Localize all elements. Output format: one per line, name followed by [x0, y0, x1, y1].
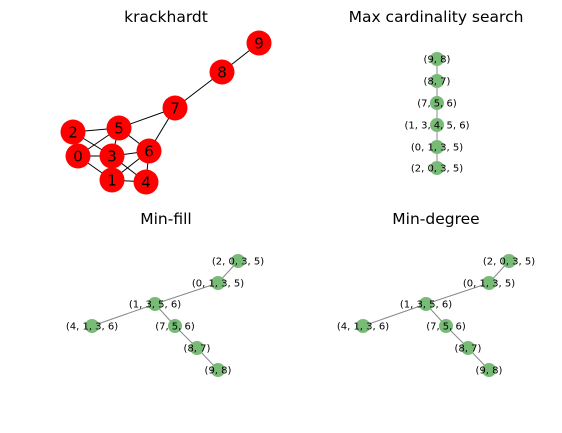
node-f [430, 161, 444, 175]
node-e [439, 319, 453, 333]
node-a [502, 254, 516, 268]
node-e [168, 319, 182, 333]
node-label: 2 [68, 124, 78, 142]
panel-title: krackhardt [124, 8, 208, 26]
node-label: (1, 3, 5, 6) [400, 300, 452, 311]
node-label: 0 [73, 148, 83, 166]
node-label: (9, 8) [205, 366, 232, 377]
node-e [430, 140, 444, 154]
node-label: 3 [107, 148, 117, 166]
node-b [211, 276, 225, 290]
node-label: (8, 7) [424, 77, 451, 88]
node-7 [162, 95, 188, 121]
node-label: (8, 7) [184, 344, 211, 355]
panel-krackhardt: krackhardt 0 1 2 3 4 5 6 7 8 9 [60, 8, 272, 195]
node-label: (0, 1, 3, 5) [463, 279, 515, 290]
node-group: (2, 0, 3, 5) (0, 1, 3, 5) (1, 3, 5, 6) (4, … [66, 254, 264, 377]
node-5 [106, 115, 132, 141]
panel-max-cardinality-search: Max cardinality search (9, 8) (8, 7) (7, 5… [349, 8, 524, 175]
node-label: (1, 3, 4, 5, 6) [404, 121, 469, 132]
node-label: (7, 5, 6) [426, 322, 466, 333]
panel-title: Max cardinality search [349, 8, 524, 26]
node-label: (0, 1, 3, 5) [411, 143, 463, 154]
node-4 [133, 169, 159, 195]
node-group: 0 1 2 3 4 5 6 7 8 9 [60, 30, 272, 195]
node-f [461, 341, 475, 355]
node-label: (2, 0, 3, 5) [411, 164, 463, 175]
node-d [356, 319, 370, 333]
node-d [85, 319, 99, 333]
edge-c-d [91, 303, 156, 327]
node-label: (7, 5, 6) [155, 322, 195, 333]
node-label: 5 [114, 120, 124, 138]
node-b [430, 74, 444, 88]
node-group: (2, 0, 3, 5) (0, 1, 3, 5) (1, 3, 5, 6) (4, … [337, 254, 535, 377]
node-label: (1, 3, 5, 6) [129, 300, 181, 311]
node-f [190, 341, 204, 355]
node-d [430, 118, 444, 132]
edge-c-d [362, 303, 427, 327]
node-g [482, 363, 496, 377]
edge-b-c [154, 282, 219, 305]
node-label: (4, 1, 3, 6) [66, 322, 118, 333]
node-label: (2, 0, 3, 5) [483, 257, 535, 268]
edge-b-c [425, 282, 490, 305]
node-label: 6 [144, 143, 154, 161]
node-label: 7 [170, 100, 180, 118]
panel-title: Min-degree [392, 210, 479, 228]
node-label: (0, 1, 3, 5) [192, 279, 244, 290]
node-1 [99, 167, 125, 193]
node-a [231, 254, 245, 268]
node-6 [136, 138, 162, 164]
node-c [430, 96, 444, 110]
node-3 [99, 143, 125, 169]
node-c [419, 297, 433, 311]
node-label: 4 [141, 174, 151, 192]
node-label: (7, 5, 6) [417, 99, 457, 110]
node-label: (8, 7) [455, 344, 482, 355]
node-c [148, 297, 162, 311]
node-8 [209, 59, 235, 85]
node-b [482, 276, 496, 290]
node-label: (2, 0, 3, 5) [212, 257, 264, 268]
node-a [430, 52, 444, 66]
node-0 [65, 143, 91, 169]
panel-min-fill: Min-fill (2, 0, 3, 5) (0, 1, 3, 5) (1, 3, … [66, 210, 264, 377]
node-2 [60, 119, 86, 145]
node-9 [246, 30, 272, 56]
node-label: 9 [254, 35, 264, 53]
node-label: (9, 8) [476, 366, 503, 377]
node-group: (9, 8) (8, 7) (7, 5, 6) (1, 3, 4, 5, 6) (0, … [404, 52, 470, 175]
node-label: 8 [217, 64, 227, 82]
node-label: 1 [107, 172, 117, 190]
node-g [211, 363, 225, 377]
node-label: (9, 8) [424, 55, 451, 66]
panel-min-degree: Min-degree (2, 0, 3, 5) (0, 1, 3, 5) (1, 3… [337, 210, 535, 377]
panel-title: Min-fill [140, 210, 191, 228]
node-label: (4, 1, 3, 6) [337, 322, 389, 333]
